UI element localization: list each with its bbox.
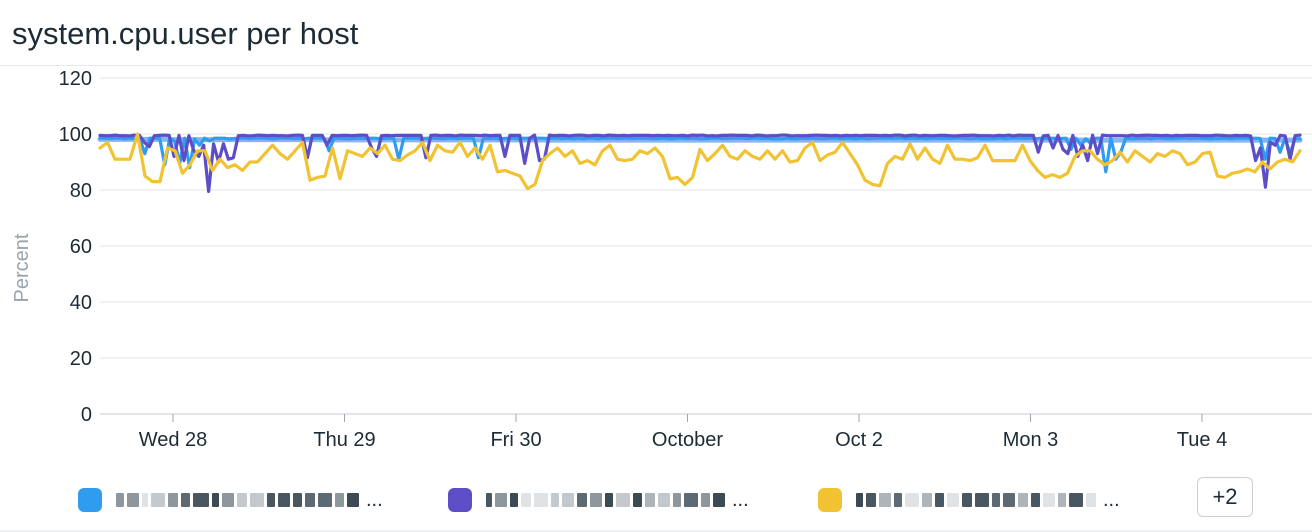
gridlines xyxy=(100,77,1312,415)
redacted-block xyxy=(486,493,492,507)
redacted-block xyxy=(116,493,124,507)
x-tick-label: October xyxy=(652,429,723,451)
legend-label-redacted xyxy=(856,491,1099,509)
x-tick-label: Oct 2 xyxy=(835,429,883,451)
legend-label-redacted xyxy=(486,491,728,509)
redacted-block xyxy=(658,493,670,507)
redacted-block xyxy=(168,493,178,507)
legend-swatch xyxy=(78,488,102,512)
y-axis-label: Percent xyxy=(11,233,33,302)
legend-ellipsis: ... xyxy=(1103,489,1120,511)
redacted-block xyxy=(701,493,710,507)
redacted-block xyxy=(151,493,165,507)
redacted-block xyxy=(250,493,264,507)
redacted-block xyxy=(1043,493,1055,507)
legend-more-button[interactable]: +2 xyxy=(1197,477,1253,517)
redacted-block xyxy=(1031,493,1040,507)
series-line-3[interactable] xyxy=(98,133,1302,194)
redacted-block xyxy=(534,493,548,507)
x-axis: Wed 28 Thu 29 Fri 30 October Oct 2 Mon 3 Tue 4 xyxy=(100,413,1312,451)
redacted-block xyxy=(1058,493,1066,507)
redacted-block xyxy=(1003,493,1015,507)
redacted-block xyxy=(605,493,613,507)
redacted-block xyxy=(212,493,219,507)
redacted-block xyxy=(181,493,190,507)
x-tick-label: Mon 3 xyxy=(1003,429,1059,451)
redacted-block xyxy=(1069,493,1083,507)
legend-label-redacted xyxy=(116,491,362,509)
redacted-block xyxy=(521,493,531,507)
legend-item-host-1[interactable]: ... xyxy=(78,486,383,514)
y-tick-label-120: 120 xyxy=(59,68,92,90)
redacted-block xyxy=(551,493,559,507)
redacted-block xyxy=(879,493,891,507)
redacted-block xyxy=(1086,493,1096,507)
redacted-block xyxy=(335,493,344,507)
redacted-block xyxy=(684,493,698,507)
redacted-block xyxy=(935,493,944,507)
widget-header: system.cpu.user per host xyxy=(0,0,1312,66)
x-tick-label: Tue 4 xyxy=(1177,429,1227,451)
redacted-block xyxy=(962,493,972,507)
redacted-block xyxy=(645,493,655,507)
redacted-block xyxy=(894,493,902,507)
y-axis: 0 20 40 60 80 100 120 xyxy=(59,68,92,426)
legend-ellipsis: ... xyxy=(366,489,383,511)
y-tick-label-60: 60 xyxy=(70,236,92,258)
timeseries-chart[interactable]: 0 20 40 60 80 100 120 Wed 28 Thu 29 Fri 30 Octobe… xyxy=(0,66,1312,472)
redacted-block xyxy=(237,493,247,507)
redacted-block xyxy=(616,493,630,507)
legend-item-host-2[interactable]: ... xyxy=(448,486,749,514)
redacted-block xyxy=(947,493,959,507)
legend: ... ... ... +2 xyxy=(0,474,1312,526)
redacted-block xyxy=(992,493,1000,507)
redacted-block xyxy=(577,493,587,507)
legend-swatch xyxy=(448,488,472,512)
x-tick-label: Wed 28 xyxy=(139,429,208,451)
redacted-block xyxy=(510,493,518,507)
redacted-block xyxy=(856,493,863,507)
redacted-block xyxy=(222,493,234,507)
bottom-divider xyxy=(0,530,1312,532)
redacted-block xyxy=(975,493,989,507)
legend-swatch xyxy=(818,488,842,512)
legend-item-host-3[interactable]: ... xyxy=(818,486,1120,514)
y-tick-label-20: 20 xyxy=(70,348,92,370)
redacted-block xyxy=(495,493,507,507)
redacted-block xyxy=(713,493,725,507)
y-tick-label-0: 0 xyxy=(81,404,92,426)
redacted-block xyxy=(1018,493,1028,507)
redacted-block xyxy=(267,493,275,507)
redacted-block xyxy=(305,493,315,507)
redacted-block xyxy=(293,493,302,507)
redacted-block xyxy=(905,493,919,507)
redacted-block xyxy=(673,493,681,507)
series-line-4[interactable] xyxy=(98,132,1302,191)
redacted-block xyxy=(633,493,642,507)
redacted-block xyxy=(193,493,209,507)
redacted-block xyxy=(590,493,602,507)
legend-ellipsis: ... xyxy=(732,489,749,511)
x-tick-label: Thu 29 xyxy=(313,429,375,451)
y-tick-label-40: 40 xyxy=(70,292,92,314)
redacted-block xyxy=(127,493,139,507)
redacted-block xyxy=(562,493,574,507)
redacted-block xyxy=(142,493,148,507)
redacted-block xyxy=(866,493,876,507)
y-tick-label-80: 80 xyxy=(70,180,92,202)
redacted-block xyxy=(318,493,332,507)
widget-title: system.cpu.user per host xyxy=(12,16,359,51)
redacted-block xyxy=(922,493,932,507)
x-tick-label: Fri 30 xyxy=(490,429,541,451)
redacted-block xyxy=(278,493,290,507)
y-tick-label-100: 100 xyxy=(59,124,92,146)
series-lines[interactable] xyxy=(97,132,1303,194)
redacted-block xyxy=(347,493,359,507)
